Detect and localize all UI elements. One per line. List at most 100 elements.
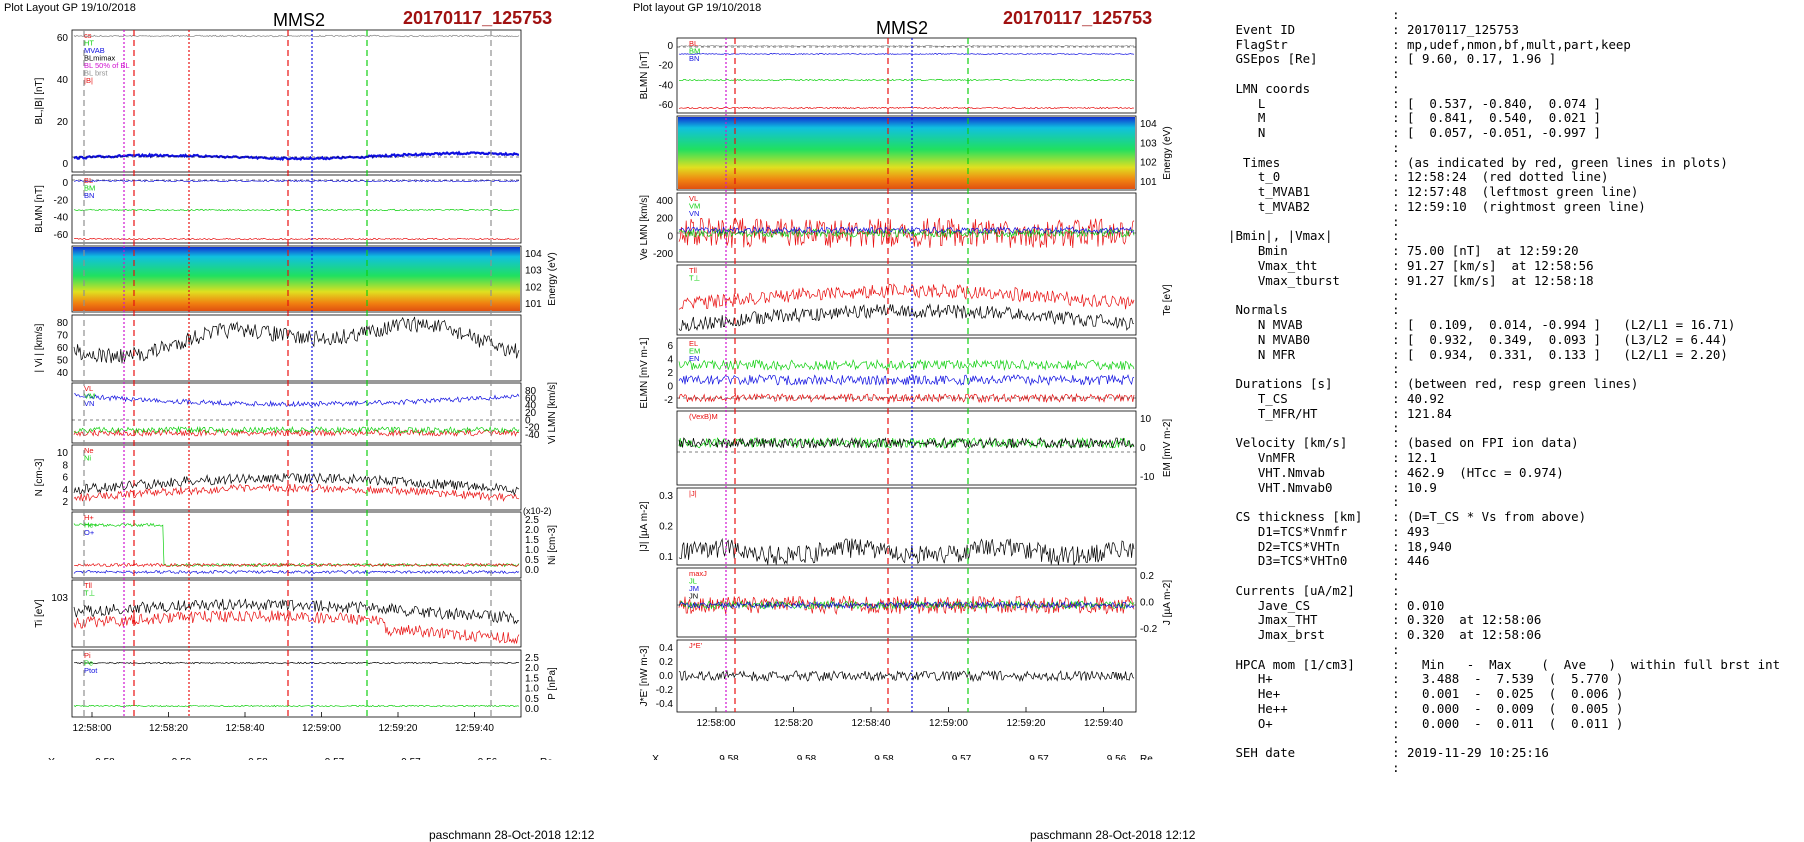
- legend-entry: T⊥: [84, 589, 96, 598]
- y-tick-label: 6: [62, 473, 68, 484]
- coord-value: 9.58: [719, 754, 739, 760]
- coord-value: 9.56: [1107, 754, 1127, 760]
- summary-key: N: [1228, 125, 1393, 141]
- legend-entry: O+: [84, 528, 95, 537]
- legend-entry: Pi: [84, 651, 91, 660]
- summary-value: (between red, resp green lines): [1407, 376, 1639, 392]
- summary-line: Jmax_THT : 0.320 at 12:58:06: [1228, 612, 1542, 628]
- legend-entry: EN: [689, 354, 699, 363]
- x-tick-label: 12:58:00: [697, 718, 736, 729]
- legend-entry: VL: [84, 384, 93, 393]
- summary-value: 91.27 [km/s] at 12:58:56: [1407, 258, 1594, 274]
- summary-value: 20170117_125753: [1407, 21, 1519, 37]
- x-tick-label: 12:59:40: [1084, 718, 1123, 729]
- panel-frame: [676, 192, 1137, 263]
- summary-line: :: [1228, 7, 1780, 23]
- trace-0: [73, 522, 520, 568]
- summary-key: [1228, 140, 1392, 155]
- y-tick-label: 40: [57, 368, 69, 379]
- y-tick-label: 101: [525, 299, 542, 310]
- summary-line: :: [1228, 494, 1780, 510]
- trace-0: [678, 283, 1135, 310]
- summary-key: [1228, 361, 1392, 376]
- panel-frame: [676, 487, 1137, 566]
- x-tick-label: 12:59:40: [455, 723, 494, 734]
- legend-entry: |J|: [689, 489, 697, 498]
- summary-key: D3=TCS*VHTn0: [1228, 553, 1393, 569]
- summary-line: :: [1228, 568, 1780, 584]
- legend-entry: BN: [689, 54, 699, 63]
- summary-line: N MVAB0 : [ 0.932, 0.349, 0.093 ] (L3/L2…: [1228, 331, 1728, 347]
- trace-2: [678, 600, 1135, 610]
- y-axis-label: |J| [µA m-2]: [639, 501, 650, 552]
- y-tick-label: -2: [664, 395, 673, 406]
- summary-line: Vmax_tburst : 91.27 [km/s] at 12:58:18: [1228, 272, 1594, 288]
- summary-line: CS thickness [km] : (D=T_CS * Vs from ab…: [1228, 509, 1587, 525]
- y-tick-label: 0.2: [1140, 571, 1154, 582]
- x-tick-label: 12:59:20: [1007, 718, 1046, 729]
- legend-entry: maxJ: [689, 569, 707, 578]
- legend-entry: cs: [84, 31, 92, 40]
- trace-1: [73, 428, 520, 437]
- summary-line: Jave_CS : 0.010: [1228, 597, 1445, 613]
- y-tick-label: 0: [667, 382, 673, 393]
- summary-line: Event ID : 20170117_125753: [1228, 21, 1519, 37]
- summary-line: O+ : 0.000 - 0.011 ( 0.011 ): [1228, 715, 1624, 731]
- summary-value: [ 0.934, 0.331, 0.133 ] (L2/L1 = 2.20): [1407, 346, 1728, 362]
- summary-line: :: [1228, 760, 1780, 776]
- y-axis-label: BL,|B| [nT]: [34, 77, 45, 124]
- y-tick-label: 0.5: [525, 694, 539, 705]
- summary-key: H+: [1228, 671, 1393, 687]
- coord-value: 9.58: [874, 754, 894, 760]
- trace-2: [678, 78, 1135, 82]
- summary-key: HPCA mom [1/cm3]: [1228, 656, 1393, 672]
- summary-line: N MVAB : [ 0.109, 0.014, -0.994 ] (L2/L1…: [1228, 317, 1736, 333]
- summary-line: :: [1228, 421, 1780, 436]
- summary-value: 12.1: [1407, 449, 1437, 465]
- legend-entry: HT: [84, 39, 94, 48]
- y-axis-label: Energy (eV): [1162, 126, 1173, 179]
- summary-key: [1228, 642, 1392, 657]
- trace-1: [678, 600, 1135, 611]
- summary-line: :: [1228, 731, 1780, 747]
- summary-key: [1228, 731, 1392, 746]
- middle-spacecraft: MMS2: [876, 18, 929, 38]
- summary-key: [1228, 214, 1392, 229]
- coord-value: 9.57: [1029, 754, 1049, 760]
- y-tick-label: 103: [525, 266, 542, 277]
- summary-key: [1228, 7, 1392, 22]
- y-axis-label: J*E' [nW m-3]: [639, 645, 650, 706]
- summary-line: Durations [s] : (between red, resp green…: [1228, 376, 1639, 392]
- y-axis-label: Vi LMN [km/s]: [547, 382, 558, 444]
- trace-0: [73, 661, 520, 665]
- summary-line: Vmax_tht : 91.27 [km/s] at 12:58:56: [1228, 258, 1594, 274]
- trace-0: [73, 598, 520, 625]
- summary-line: M : [ 0.841, 0.540, 0.021 ]: [1228, 110, 1602, 126]
- legend-entry: BM: [689, 47, 700, 56]
- y-tick-label: 40: [57, 75, 69, 86]
- y-tick-label: 80: [525, 386, 537, 397]
- summary-line: :: [1228, 140, 1780, 156]
- legend-entry: Pe: [84, 659, 93, 668]
- summary-key: He+: [1228, 686, 1393, 702]
- x-tick-label: 12:58:20: [149, 723, 188, 734]
- y-tick-label: 2.0: [525, 663, 539, 674]
- coord-label-x: X: [48, 756, 55, 760]
- legend-entry: T⊥: [689, 274, 701, 283]
- summary-key: Event ID: [1228, 21, 1393, 37]
- summary-key: N MFR: [1228, 346, 1393, 362]
- summary-value: 0.000 - 0.009 ( 0.005 ): [1407, 700, 1624, 716]
- y-tick-label: 0.0: [525, 704, 539, 715]
- trace-3: [678, 106, 1135, 110]
- legend-entry: VM: [84, 392, 95, 401]
- y-axis-label: Te [eV]: [1162, 284, 1173, 315]
- summary-line: Velocity [km/s] : (based on FPI ion data…: [1228, 435, 1579, 451]
- summary-line: He++ : 0.000 - 0.009 ( 0.005 ): [1228, 700, 1624, 716]
- coord-value: 9.56: [478, 757, 498, 760]
- summary-line: Jmax_brst : 0.320 at 12:58:06: [1228, 627, 1542, 643]
